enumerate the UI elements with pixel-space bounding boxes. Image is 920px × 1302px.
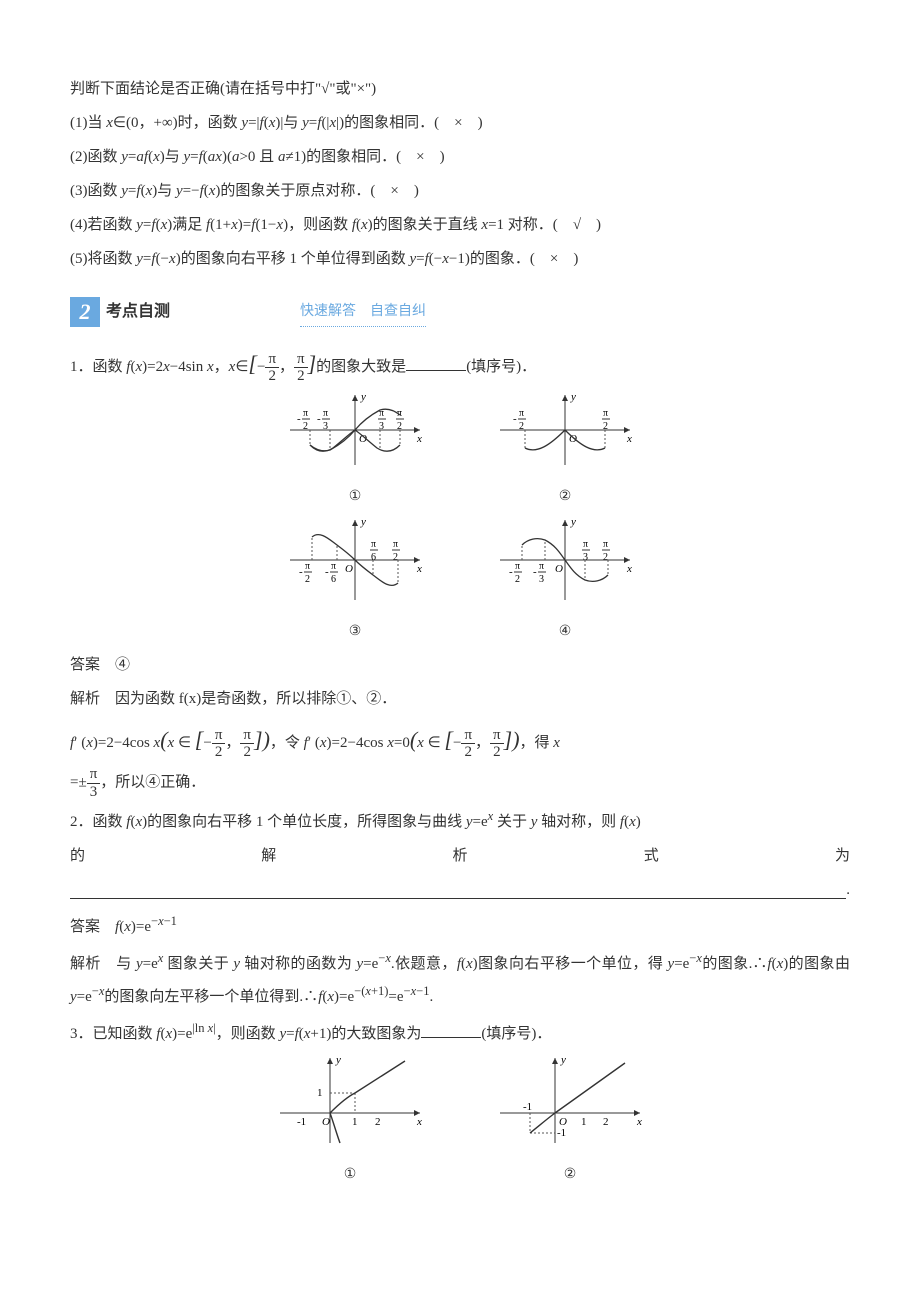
q1-explain-3: =±π3，所以④正确． — [70, 766, 850, 800]
svg-text:2: 2 — [375, 1116, 381, 1128]
svg-text:x: x — [416, 1116, 422, 1128]
svg-text:O: O — [345, 563, 353, 575]
label-2: ② — [495, 483, 635, 511]
label-3: ③ — [285, 618, 425, 646]
q3-graph-2: x y O -1 1 2 -1 — [495, 1053, 645, 1148]
q3-graph-1: x y O -1 1 2 1 — [275, 1053, 425, 1148]
section-title: 考点自测 — [106, 296, 170, 328]
svg-text:2: 2 — [305, 574, 310, 585]
svg-text:6: 6 — [331, 574, 336, 585]
svg-text:-: - — [297, 413, 301, 425]
q1-graph-4: x y O -π2 -π3 π3 π2 — [495, 515, 635, 605]
svg-text:2: 2 — [603, 552, 608, 563]
svg-text:y: y — [335, 1054, 341, 1066]
q2-stem-2: 的解析式为 — [70, 841, 850, 871]
svg-text:2: 2 — [303, 421, 308, 432]
q2-period: . — [846, 875, 850, 905]
svg-text:π: π — [603, 539, 608, 550]
svg-text:x: x — [626, 433, 632, 445]
svg-text:π: π — [519, 408, 524, 419]
q1-explain-1: 解析 因为函数 f(x)是奇函数，所以排除①、②． — [70, 684, 850, 714]
svg-text:y: y — [560, 1054, 566, 1066]
svg-text:2: 2 — [519, 421, 524, 432]
svg-text:x: x — [416, 433, 422, 445]
svg-text:-: - — [533, 566, 537, 578]
label-4: ④ — [495, 618, 635, 646]
svg-text:3: 3 — [539, 574, 544, 585]
svg-text:3: 3 — [323, 421, 328, 432]
q2-stem-1: 2．函数 f(x)的图象向右平移 1 个单位长度，所得图象与曲线 y=ex 关于… — [70, 804, 850, 837]
section-subtitle: 快速解答 自查自纠 — [300, 298, 426, 327]
judgment-4: (4)若函数 y=f(x)满足 f(1+x)=f(1−x)，则函数 f(x)的图… — [70, 210, 850, 240]
svg-text:y: y — [360, 516, 366, 528]
q3-stem: 3．已知函数 f(x)=e|ln x|，则函数 y=f(x+1)的大致图象为(填… — [70, 1016, 850, 1049]
section-header: 2 考点自测 快速解答 自查自纠 — [70, 296, 850, 328]
svg-text:π: π — [393, 539, 398, 550]
svg-text:π: π — [303, 408, 308, 419]
svg-text:π: π — [515, 561, 520, 572]
svg-text:-: - — [299, 566, 303, 578]
svg-text:O: O — [555, 563, 563, 575]
q1-answer: 答案 ④ — [70, 650, 850, 680]
svg-text:x: x — [636, 1116, 642, 1128]
svg-text:y: y — [570, 516, 576, 528]
svg-text:-1: -1 — [557, 1127, 566, 1139]
q1-graphs-row1: x y O -π2 -π3 π3 π2 ① x y O -π2 π2 — [70, 390, 850, 511]
svg-text:y: y — [360, 391, 366, 403]
judgment-2: (2)函数 y=af(x)与 y=f(ax)(a>0 且 a≠1)的图象相同．(… — [70, 142, 850, 172]
q1-graph-1: x y O -π2 -π3 π3 π2 — [285, 390, 425, 470]
label-1: ① — [285, 483, 425, 511]
q1-graph-3: x y O -π2 -π6 π6 π2 — [285, 515, 425, 605]
svg-text:1: 1 — [352, 1116, 358, 1128]
q1-graphs-row2: x y O -π2 -π6 π6 π2 ③ x y O -π2 -π3 π3 π… — [70, 515, 850, 646]
q1-explain-2: f′ (x)=2−4cos x(x ∈ [−π2，π2])，令 f′ (x)=2… — [70, 718, 850, 762]
svg-text:π: π — [603, 408, 608, 419]
svg-text:1: 1 — [317, 1087, 323, 1099]
svg-text:y: y — [570, 391, 576, 403]
svg-text:-: - — [513, 413, 517, 425]
svg-text:-: - — [317, 413, 321, 425]
q3-graphs-row: x y O -1 1 2 1 ① x y O -1 1 2 -1 — [70, 1053, 850, 1189]
q2-explain: 解析 与 y=ex 图象关于 y 轴对称的函数为 y=e−x.依题意，f(x)图… — [70, 946, 850, 1012]
q3-label-1: ① — [275, 1161, 425, 1189]
svg-text:-: - — [509, 566, 513, 578]
section-number: 2 — [70, 297, 100, 327]
q1-stem: 1．函数 f(x)=2x−4sin x，x∈[−π2，π2]的图象大致是(填序号… — [70, 342, 850, 386]
svg-text:-1: -1 — [297, 1116, 306, 1128]
svg-text:2: 2 — [515, 574, 520, 585]
svg-text:-1: -1 — [523, 1101, 532, 1113]
judgment-5: (5)将函数 y=f(−x)的图象向右平移 1 个单位得到函数 y=f(−x−1… — [70, 244, 850, 274]
svg-text:π: π — [305, 561, 310, 572]
q1-graph-2: x y O -π2 π2 — [495, 390, 635, 470]
svg-text:x: x — [416, 563, 422, 575]
judgment-3: (3)函数 y=f(x)与 y=−f(x)的图象关于原点对称．( × ) — [70, 176, 850, 206]
judgment-1: (1)当 x∈(0，+∞)时，函数 y=|f(x)|与 y=f(|x|)的图象相… — [70, 108, 850, 138]
svg-text:-: - — [325, 566, 329, 578]
svg-text:x: x — [626, 563, 632, 575]
svg-text:2: 2 — [393, 552, 398, 563]
svg-text:1: 1 — [581, 1116, 587, 1128]
judgment-intro: 判断下面结论是否正确(请在括号中打"√"或"×") — [70, 74, 850, 104]
svg-text:π: π — [583, 539, 588, 550]
q3-label-2: ② — [495, 1161, 645, 1189]
svg-text:π: π — [539, 561, 544, 572]
svg-text:π: π — [371, 539, 376, 550]
svg-text:O: O — [322, 1116, 330, 1128]
svg-text:2: 2 — [603, 1116, 609, 1128]
svg-text:π: π — [323, 408, 328, 419]
svg-text:π: π — [331, 561, 336, 572]
q2-answer: 答案 f(x)=e−x−1 — [70, 909, 850, 942]
